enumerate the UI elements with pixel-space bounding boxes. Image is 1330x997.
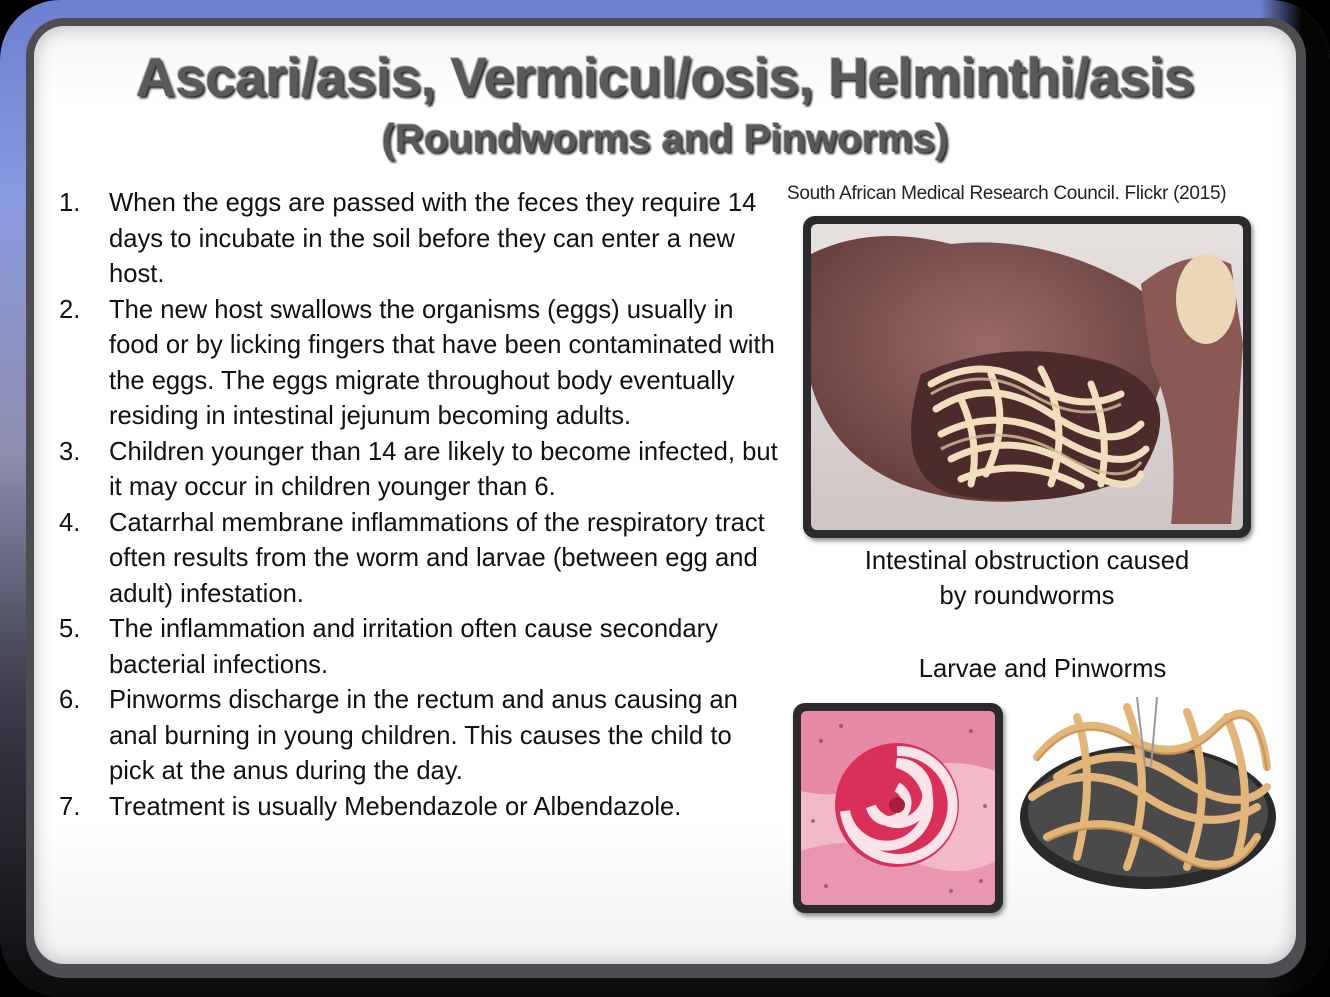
larvae-micrograph [801,711,995,905]
slide-subtitle: (Roundworms and Pinworms) [381,117,949,161]
list-text: Children younger than 14 are likely to b… [109,437,778,502]
list-number: 3. [59,437,81,466]
list-text: The new host swallows the organisms (egg… [109,295,775,431]
list-text: Catarrhal membrane inflammations of the … [109,508,765,608]
list-item: 7. Treatment is usually Mebendazole or Al… [58,790,783,826]
list-number: 2. [59,295,81,324]
intestine-caption: Intestinal obstruction caused by roundwo… [803,544,1251,614]
list-item: 6. Pinworms discharge in the rectum and a… [58,683,783,790]
list-number: 5. [59,615,81,643]
list-number: 4. [59,508,81,537]
list-number: 1. [59,189,81,217]
list-item: 4. Catarrhal membrane inflammations of th… [58,506,783,613]
list-text: Treatment is usually Mebendazole or Albe… [109,792,682,821]
image-credit: South African Medical Research Council. … [787,183,1227,204]
intestine-photo [811,224,1243,530]
slide-title: Ascari/asis, Vermicul/osis, Helminthi/as… [135,46,1195,108]
list-item: 5. The inflammation and irritation often … [58,612,783,683]
intestine-photo-frame [803,216,1251,538]
list-number: 6. [59,686,81,714]
list-item: 2. The new host swallows the organisms (e… [58,293,783,435]
bullet-list: 1. When the eggs are passed with the fece… [58,186,783,825]
list-text: Pinworms discharge in the rectum and anu… [109,686,738,785]
list-item: 1. When the eggs are passed with the fece… [58,186,783,293]
intestine-caption-line-1: Intestinal obstruction caused [864,547,1190,575]
larvae-caption: Larvae and Pinworms [918,655,1167,683]
list-item: 3. Children younger than 14 are likely to… [58,435,783,506]
list-text: When the eggs are passed with the feces … [109,189,757,288]
list-number: 7. [59,792,81,821]
pinworms-photo [1020,697,1276,889]
larvae-photo-frame [793,703,1003,913]
intestine-caption-line-2: by roundworms [939,582,1115,610]
list-text: The inflammation and irritation often ca… [109,615,718,679]
